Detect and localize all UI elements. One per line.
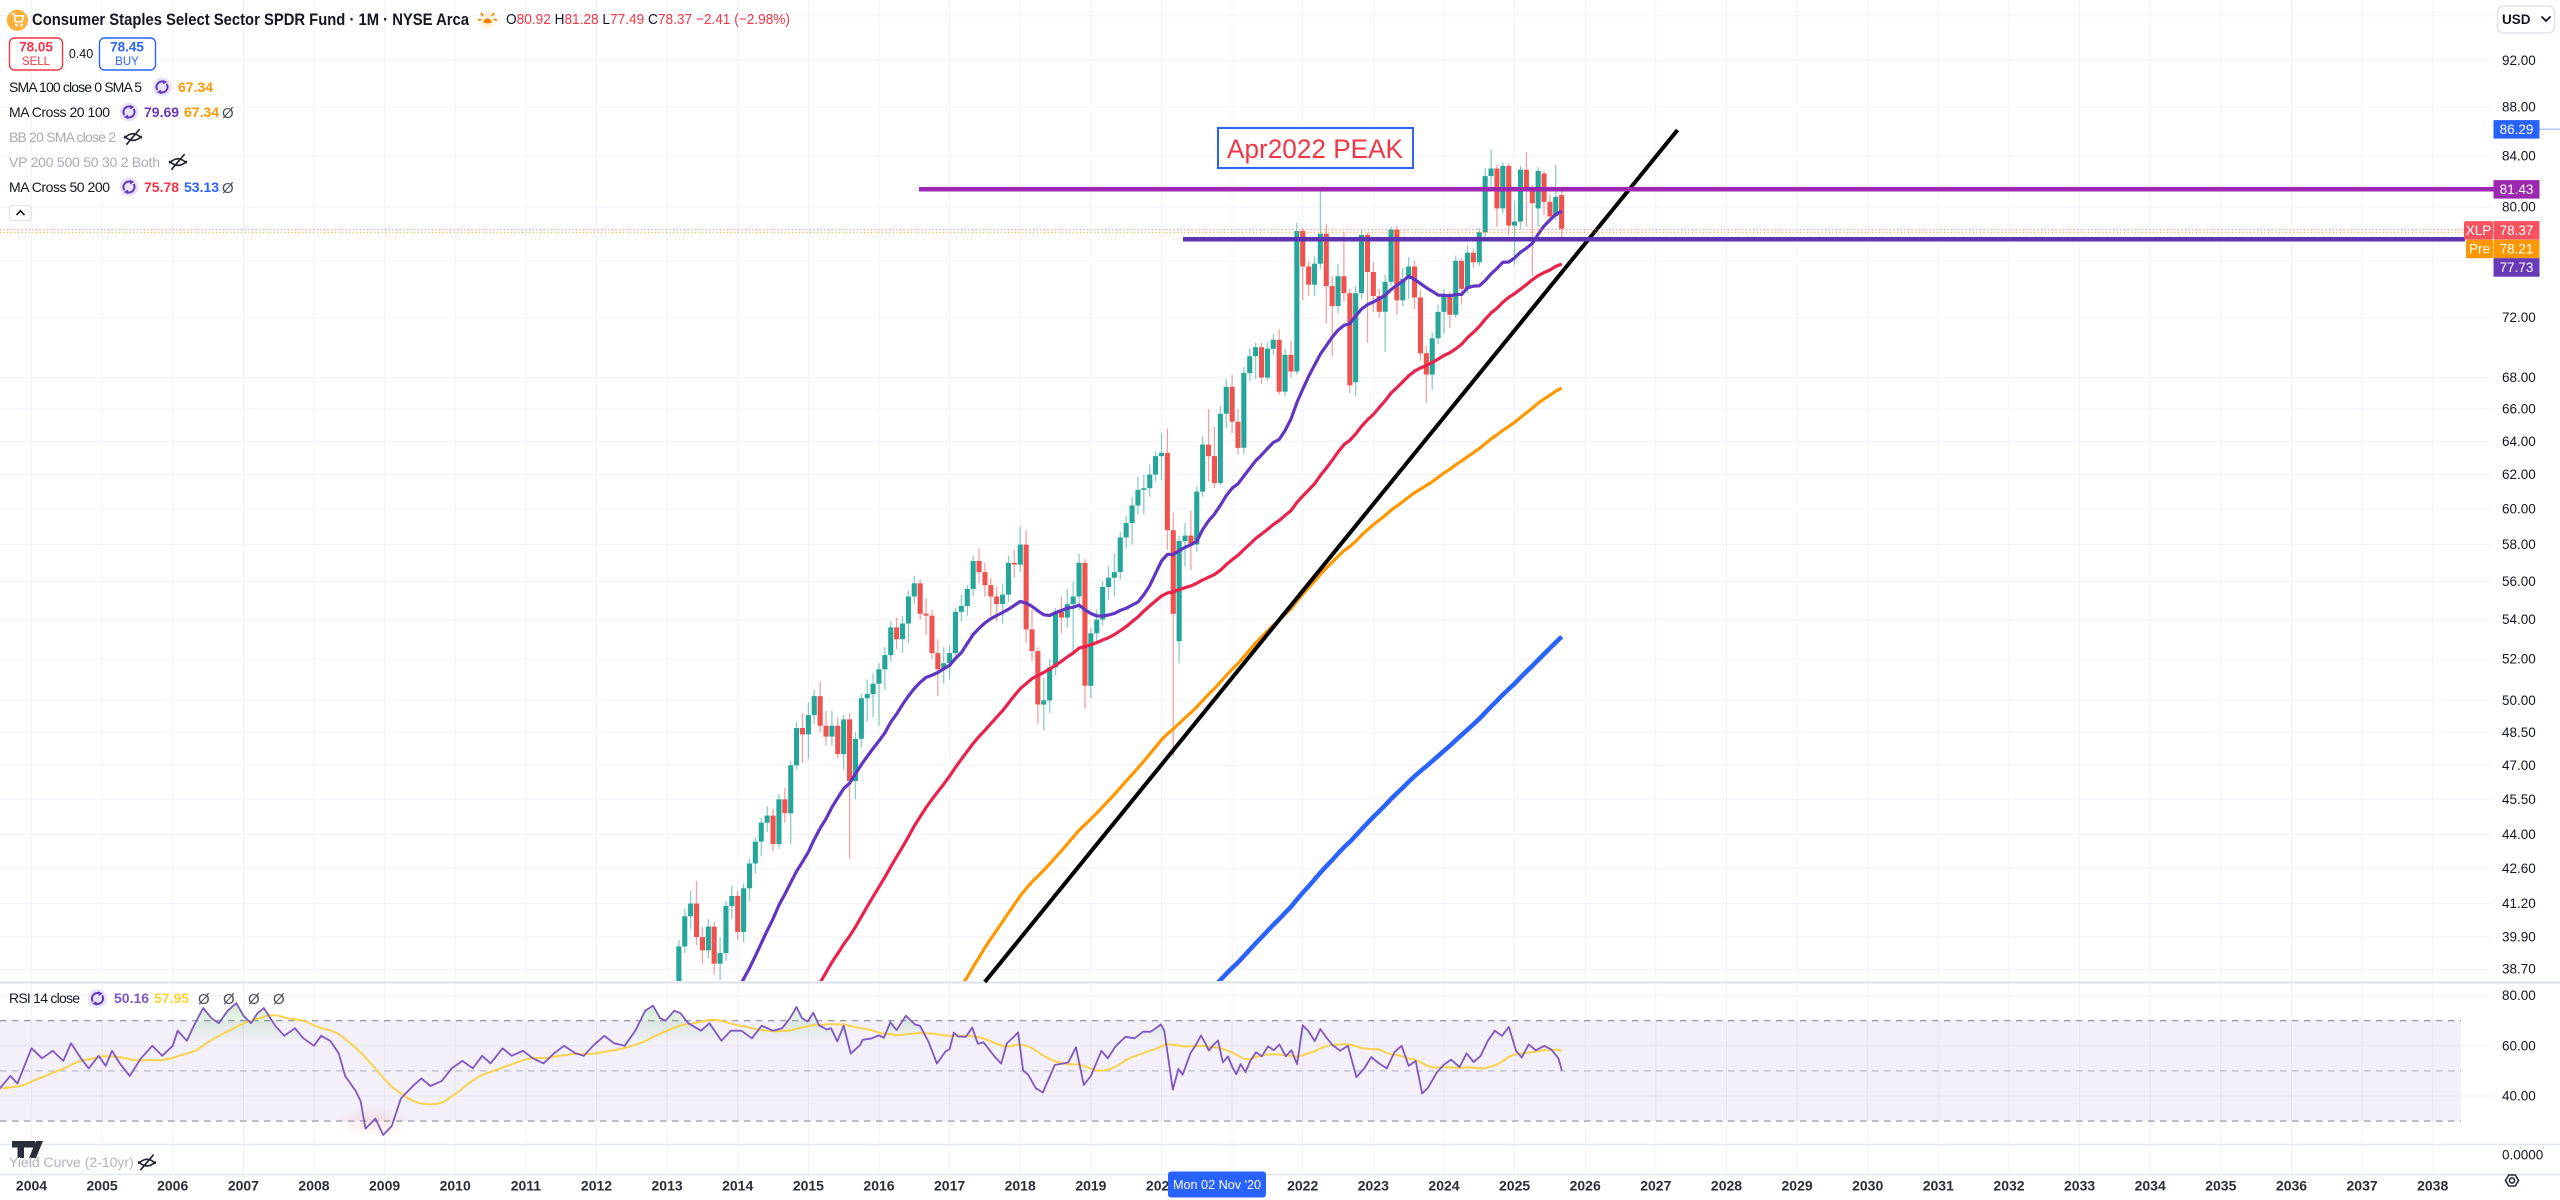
svg-text:58.00: 58.00 — [2502, 537, 2536, 552]
svg-text:44.00: 44.00 — [2502, 827, 2536, 842]
svg-text:O80.92 H81.28 L77.49 C78.37 −2: O80.92 H81.28 L77.49 C78.37 −2.41 (−2.98… — [506, 11, 790, 28]
svg-text:67.34: 67.34 — [178, 79, 213, 95]
svg-text:2015: 2015 — [793, 1178, 824, 1194]
svg-text:2018: 2018 — [1005, 1178, 1036, 1194]
svg-text:2011: 2011 — [511, 1178, 542, 1194]
svg-text:53.13: 53.13 — [184, 179, 219, 195]
svg-text:2026: 2026 — [1570, 1178, 1601, 1194]
svg-text:2027: 2027 — [1640, 1178, 1671, 1194]
svg-text:2023: 2023 — [1358, 1178, 1389, 1194]
svg-text:2033: 2033 — [2064, 1178, 2095, 1194]
svg-text:2004: 2004 — [16, 1178, 47, 1194]
svg-text:Ø: Ø — [273, 991, 285, 1008]
svg-text:USD: USD — [2502, 12, 2531, 27]
svg-text:88.00: 88.00 — [2502, 100, 2536, 115]
svg-text:XLP: XLP — [2466, 223, 2492, 238]
svg-text:41.20: 41.20 — [2502, 896, 2536, 911]
svg-text:SELL: SELL — [22, 56, 51, 68]
svg-text:72.00: 72.00 — [2502, 310, 2536, 325]
svg-text:77.73: 77.73 — [2500, 260, 2534, 275]
svg-text:MA Cross 20 100: MA Cross 20 100 — [9, 104, 110, 120]
svg-text:2025: 2025 — [1499, 1178, 1530, 1194]
svg-text:2030: 2030 — [1852, 1178, 1883, 1194]
svg-text:67.34: 67.34 — [184, 104, 219, 120]
svg-text:62.00: 62.00 — [2502, 467, 2536, 482]
svg-text:2037: 2037 — [2347, 1178, 2378, 1194]
svg-text:56.00: 56.00 — [2502, 574, 2536, 589]
svg-text:2031: 2031 — [1923, 1178, 1954, 1194]
svg-text:VP 200 500 50 30 2 Both: VP 200 500 50 30 2 Both — [9, 154, 160, 170]
svg-text:79.69: 79.69 — [144, 104, 179, 120]
svg-text:2029: 2029 — [1782, 1178, 1813, 1194]
svg-text:SMA 100 close 0 SMA 5: SMA 100 close 0 SMA 5 — [9, 79, 142, 95]
svg-text:2012: 2012 — [581, 1178, 612, 1194]
svg-text:2006: 2006 — [157, 1178, 188, 1194]
svg-text:2036: 2036 — [2276, 1178, 2307, 1194]
svg-text:2016: 2016 — [863, 1178, 894, 1194]
svg-text:47.00: 47.00 — [2502, 758, 2536, 773]
svg-text:Ø: Ø — [223, 991, 235, 1008]
svg-text:2038: 2038 — [2417, 1178, 2448, 1194]
svg-text:0.0000: 0.0000 — [2502, 1148, 2543, 1163]
svg-text:50.16: 50.16 — [114, 990, 149, 1006]
svg-text:2019: 2019 — [1075, 1178, 1106, 1194]
svg-text:92.00: 92.00 — [2502, 53, 2536, 68]
svg-text:Ø: Ø — [222, 105, 234, 122]
svg-text:78.05: 78.05 — [19, 40, 53, 55]
svg-text:Mon 02 Nov '20: Mon 02 Nov '20 — [1173, 1177, 1261, 1192]
svg-text:50.00: 50.00 — [2502, 693, 2536, 708]
svg-text:2007: 2007 — [228, 1178, 259, 1194]
svg-text:2017: 2017 — [934, 1178, 965, 1194]
svg-text:2024: 2024 — [1428, 1178, 1459, 1194]
svg-text:68.00: 68.00 — [2502, 370, 2536, 385]
svg-text:2008: 2008 — [298, 1178, 329, 1194]
svg-text:60.00: 60.00 — [2502, 1038, 2536, 1053]
svg-text:66.00: 66.00 — [2502, 402, 2536, 417]
svg-text:0.40: 0.40 — [69, 47, 93, 61]
svg-text:2010: 2010 — [440, 1178, 471, 1194]
svg-text:78.37: 78.37 — [2500, 223, 2534, 238]
svg-text:2014: 2014 — [722, 1178, 753, 1194]
svg-text:78.21: 78.21 — [2500, 242, 2534, 257]
svg-text:48.50: 48.50 — [2502, 725, 2536, 740]
svg-text:2034: 2034 — [2135, 1178, 2166, 1194]
svg-text:2035: 2035 — [2205, 1178, 2236, 1194]
svg-text:86.29: 86.29 — [2500, 122, 2534, 137]
svg-text:2009: 2009 — [369, 1178, 400, 1194]
svg-text:45.50: 45.50 — [2502, 792, 2536, 807]
svg-text:75.78: 75.78 — [144, 179, 179, 195]
svg-text:84.00: 84.00 — [2502, 148, 2536, 163]
svg-text:2028: 2028 — [1711, 1178, 1742, 1194]
svg-text:RSI 14 close: RSI 14 close — [9, 990, 80, 1006]
svg-text:BB 20 SMA close 2: BB 20 SMA close 2 — [9, 129, 116, 145]
svg-text:Ø: Ø — [222, 180, 234, 197]
svg-text:80.00: 80.00 — [2502, 200, 2536, 215]
svg-text:Consumer Staples Select Sector: Consumer Staples Select Sector SPDR Fund… — [32, 10, 469, 29]
svg-text:Ø: Ø — [248, 991, 260, 1008]
svg-text:42.60: 42.60 — [2502, 861, 2536, 876]
svg-text:2032: 2032 — [1993, 1178, 2024, 1194]
svg-text:2022: 2022 — [1287, 1178, 1318, 1194]
svg-text:2013: 2013 — [652, 1178, 683, 1194]
svg-text:BUY: BUY — [115, 56, 139, 68]
svg-text:Ø: Ø — [198, 991, 210, 1008]
svg-text:MA Cross 50 200: MA Cross 50 200 — [9, 179, 110, 195]
svg-text:54.00: 54.00 — [2502, 612, 2536, 627]
svg-text:38.70: 38.70 — [2502, 962, 2536, 977]
svg-text:80.00: 80.00 — [2502, 988, 2536, 1003]
svg-text:52.00: 52.00 — [2502, 652, 2536, 667]
svg-text:2005: 2005 — [87, 1178, 118, 1194]
svg-text:Yield Curve (2-10yr): Yield Curve (2-10yr) — [9, 1154, 134, 1170]
svg-text:Apr2022 PEAK: Apr2022 PEAK — [1227, 134, 1403, 164]
svg-text:64.00: 64.00 — [2502, 434, 2536, 449]
svg-text:Pre: Pre — [2469, 242, 2490, 257]
svg-text:60.00: 60.00 — [2502, 502, 2536, 517]
svg-text:40.00: 40.00 — [2502, 1089, 2536, 1104]
svg-text:39.90: 39.90 — [2502, 930, 2536, 945]
svg-text:57.95: 57.95 — [154, 990, 189, 1006]
svg-text:78.45: 78.45 — [110, 40, 144, 55]
svg-text:81.43: 81.43 — [2500, 182, 2534, 197]
